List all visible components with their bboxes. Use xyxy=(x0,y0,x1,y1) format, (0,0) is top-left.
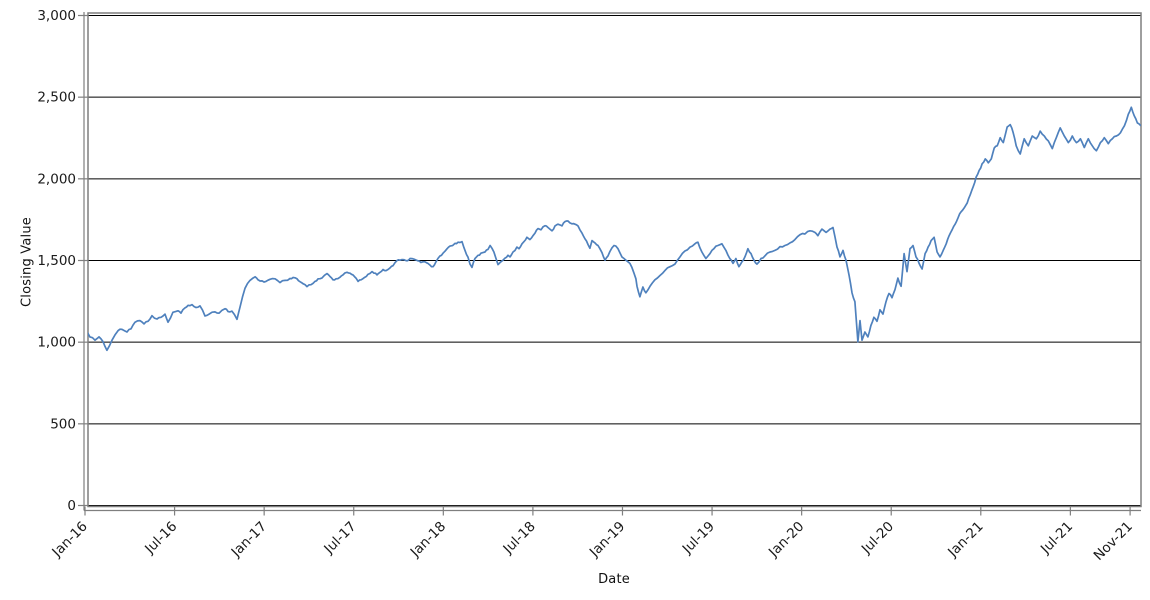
plot-frame xyxy=(87,12,1142,508)
gridlines xyxy=(88,15,1141,506)
y-tick-label: 0 xyxy=(67,498,76,514)
x-tick-label: Jan-21 xyxy=(944,519,986,561)
x-tick-label: Jan-20 xyxy=(765,519,807,561)
x-tick-label: Jul-16 xyxy=(141,519,180,558)
y-tick-label: 500 xyxy=(50,416,76,432)
x-axis-ticks: Jan-16 Jul-16 Jan-17 Jul-17 Jan-18 Jul-18 Jan-… xyxy=(48,506,1136,564)
x-tick-label: Jan-17 xyxy=(228,519,270,561)
y-tick-label: 1,500 xyxy=(37,253,76,269)
x-tick-label: Jul-17 xyxy=(320,519,359,558)
x-axis-title: Date xyxy=(598,572,630,587)
y-tick-label: 2,500 xyxy=(37,90,76,106)
x-tick-label: Jan-16 xyxy=(48,519,90,561)
x-tick-label: Jul-19 xyxy=(679,519,718,558)
axes xyxy=(83,12,1141,512)
x-tick-label: Jan-18 xyxy=(407,519,449,561)
series-group xyxy=(88,106,1141,352)
y-tick-label: 1,000 xyxy=(37,335,76,351)
series-line xyxy=(88,106,1141,352)
y-axis-title: Closing Value xyxy=(19,217,35,307)
x-tick-label: Jul-21 xyxy=(1037,519,1076,558)
y-axis-ticks: 0 500 1,000 1,500 2,000 2,500 3,000 xyxy=(37,8,88,514)
x-tick-label: Nov-21 xyxy=(1091,519,1136,564)
x-tick-label: Jan-19 xyxy=(586,519,628,561)
x-tick-label: Jul-20 xyxy=(858,519,897,558)
y-tick-label: 2,000 xyxy=(37,171,76,187)
x-tick-label: Jul-18 xyxy=(500,519,539,558)
y-tick-label: 3,000 xyxy=(37,8,76,24)
